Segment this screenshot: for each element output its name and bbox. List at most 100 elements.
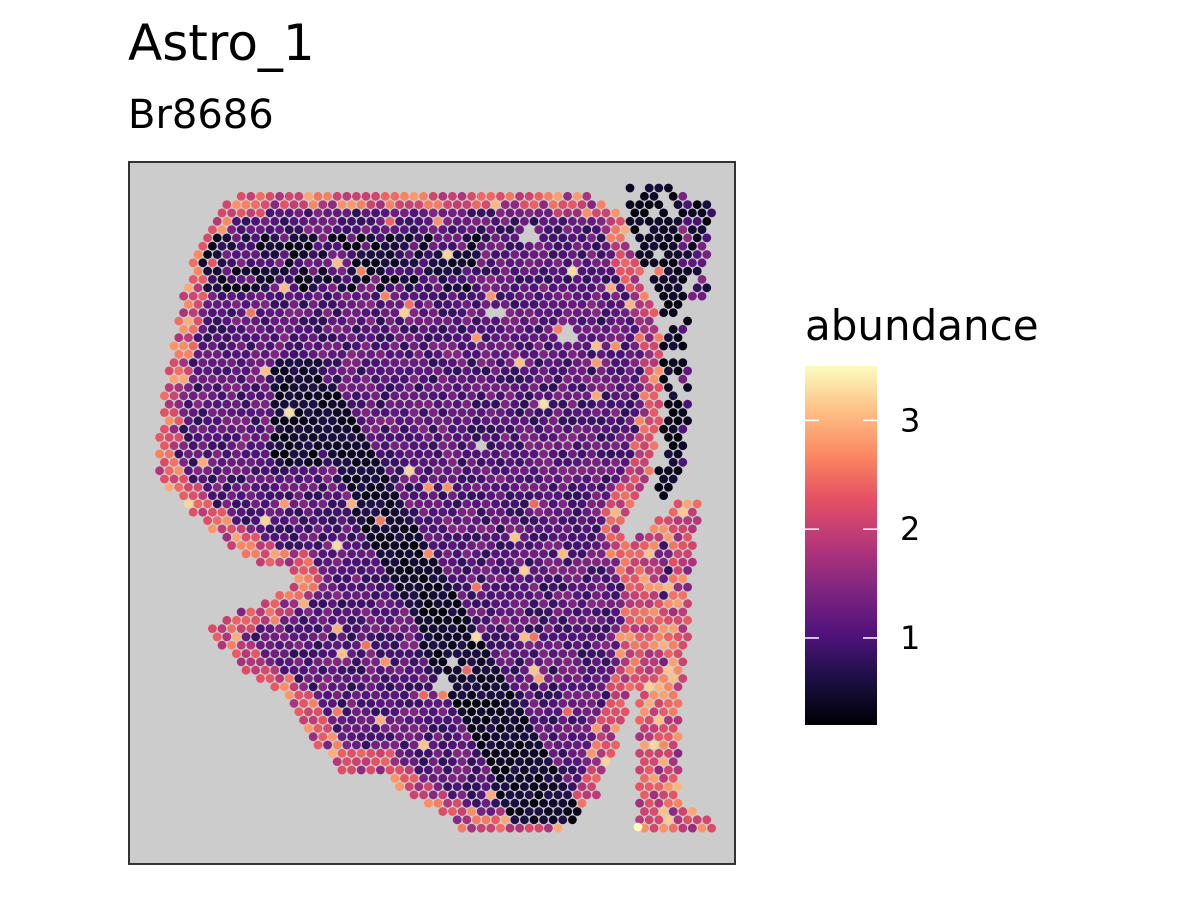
spot <box>481 599 491 609</box>
spot <box>481 266 491 276</box>
spot <box>630 640 640 650</box>
spot <box>529 499 539 509</box>
spot <box>472 416 481 426</box>
spot <box>505 690 515 700</box>
spot <box>472 715 481 725</box>
spot <box>491 316 500 326</box>
spot <box>476 408 486 417</box>
spot <box>313 258 323 268</box>
spot <box>587 699 596 708</box>
spot <box>457 557 467 567</box>
spot <box>601 740 611 750</box>
spot <box>467 491 476 500</box>
spot <box>251 433 260 442</box>
spot <box>376 482 385 492</box>
spot <box>323 707 332 717</box>
spot <box>587 200 596 210</box>
spot <box>443 499 452 509</box>
spot <box>289 266 299 276</box>
spot <box>692 216 702 226</box>
spot <box>606 283 616 293</box>
spot <box>683 615 692 625</box>
spot <box>630 491 640 500</box>
spot <box>664 482 673 492</box>
spot <box>476 823 486 833</box>
spot <box>510 748 520 758</box>
spot <box>227 391 237 401</box>
spot <box>227 474 237 484</box>
spot <box>582 557 592 567</box>
spot <box>548 399 558 409</box>
spot <box>616 482 625 492</box>
spot <box>500 200 510 210</box>
spot <box>558 283 568 293</box>
legend-title: abundance <box>805 301 1039 350</box>
spot <box>553 424 563 434</box>
spot <box>601 657 611 667</box>
spot <box>467 624 476 633</box>
spot <box>515 724 524 733</box>
spot <box>376 316 385 326</box>
spot <box>592 258 601 268</box>
spot <box>409 591 419 600</box>
spot <box>668 225 678 235</box>
spot <box>534 258 544 268</box>
spot <box>640 241 649 251</box>
spot <box>227 424 237 434</box>
spot <box>232 615 241 625</box>
spot <box>668 707 678 717</box>
spot <box>563 225 572 235</box>
spot <box>280 482 289 492</box>
spot <box>275 474 284 484</box>
spot <box>606 233 616 243</box>
spot <box>332 524 342 534</box>
spot <box>256 408 265 417</box>
spot <box>625 399 635 409</box>
spot <box>275 607 284 617</box>
spot <box>347 566 356 575</box>
spot <box>572 640 582 650</box>
spot <box>486 591 496 600</box>
spot <box>275 441 284 451</box>
spot <box>332 557 342 567</box>
spot <box>683 599 692 609</box>
spot <box>467 674 476 683</box>
spot <box>568 266 577 276</box>
spot <box>654 715 664 725</box>
spot <box>414 449 424 459</box>
spot <box>256 324 265 334</box>
spot <box>448 374 457 384</box>
spot <box>304 358 313 367</box>
spot <box>428 241 438 251</box>
spot <box>496 640 505 650</box>
spot <box>332 591 342 600</box>
spot <box>318 715 328 725</box>
spot <box>548 815 558 825</box>
spot <box>448 773 457 783</box>
spot <box>606 399 616 409</box>
spot <box>419 507 428 517</box>
spot <box>587 366 596 376</box>
spot <box>673 682 683 692</box>
spot <box>548 632 558 642</box>
spot <box>188 374 198 384</box>
spot <box>668 773 678 783</box>
spot <box>164 433 174 442</box>
spot <box>558 748 568 758</box>
spot <box>208 324 217 334</box>
spot <box>500 599 510 609</box>
spot <box>544 557 553 567</box>
spot <box>644 549 654 559</box>
spot <box>664 599 673 609</box>
spot <box>606 748 616 758</box>
spot <box>572 724 582 733</box>
spot <box>534 690 544 700</box>
spot <box>524 790 534 800</box>
spot <box>409 241 419 251</box>
spot <box>361 341 371 351</box>
spot <box>500 582 510 592</box>
spot <box>664 300 673 309</box>
spot <box>582 358 592 367</box>
spot <box>299 316 308 326</box>
spot <box>342 640 352 650</box>
